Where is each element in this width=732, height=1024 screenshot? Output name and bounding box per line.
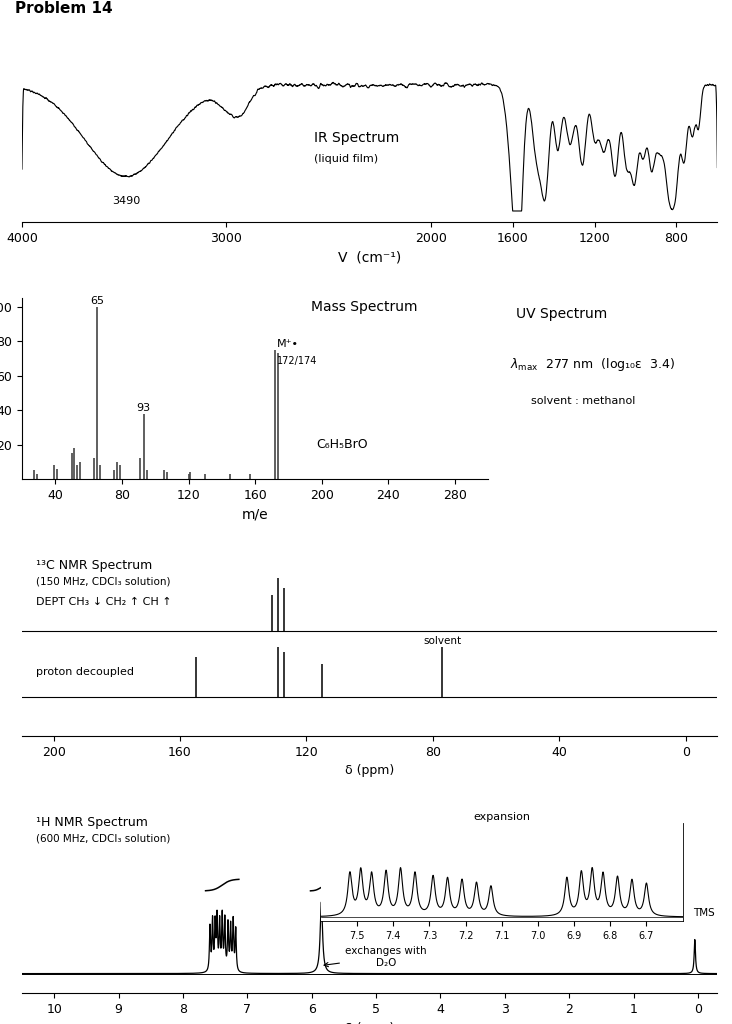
Text: Mass Spectrum: Mass Spectrum (311, 300, 418, 313)
Text: (liquid film): (liquid film) (314, 155, 378, 164)
Text: DEPT CH₃ ↓ CH₂ ↑ CH ↑: DEPT CH₃ ↓ CH₂ ↑ CH ↑ (36, 597, 171, 607)
Text: ¹H NMR Spectrum: ¹H NMR Spectrum (36, 816, 148, 828)
X-axis label: V  (cm⁻¹): V (cm⁻¹) (338, 250, 401, 264)
X-axis label: δ (ppm): δ (ppm) (345, 765, 395, 777)
Text: solvent : methanol: solvent : methanol (531, 396, 635, 406)
X-axis label: δ (ppm): δ (ppm) (345, 1022, 395, 1024)
Text: 172/174: 172/174 (277, 355, 317, 366)
Text: $\lambda_{\mathrm{max}}$  277 nm  (log₁₀ε  3.4): $\lambda_{\mathrm{max}}$ 277 nm (log₁₀ε … (509, 356, 675, 373)
Text: 93: 93 (136, 403, 151, 413)
Text: proton decoupled: proton decoupled (36, 668, 134, 678)
X-axis label: m/e: m/e (242, 507, 269, 521)
Text: exchanges with
D₂O: exchanges with D₂O (324, 946, 427, 968)
Text: 3490: 3490 (113, 196, 141, 206)
Text: ¹³C NMR Spectrum: ¹³C NMR Spectrum (36, 559, 152, 571)
Text: M⁺•: M⁺• (277, 339, 299, 349)
Text: (150 MHz, CDCl₃ solution): (150 MHz, CDCl₃ solution) (36, 577, 171, 587)
Text: UV Spectrum: UV Spectrum (516, 307, 608, 322)
Text: solvent: solvent (423, 636, 461, 646)
Text: (600 MHz, CDCl₃ solution): (600 MHz, CDCl₃ solution) (36, 834, 171, 844)
Text: IR Spectrum: IR Spectrum (314, 131, 399, 145)
Text: C₆H₅BrO: C₆H₅BrO (315, 438, 367, 452)
Text: 65: 65 (90, 296, 104, 306)
Text: Problem 14: Problem 14 (15, 1, 113, 16)
